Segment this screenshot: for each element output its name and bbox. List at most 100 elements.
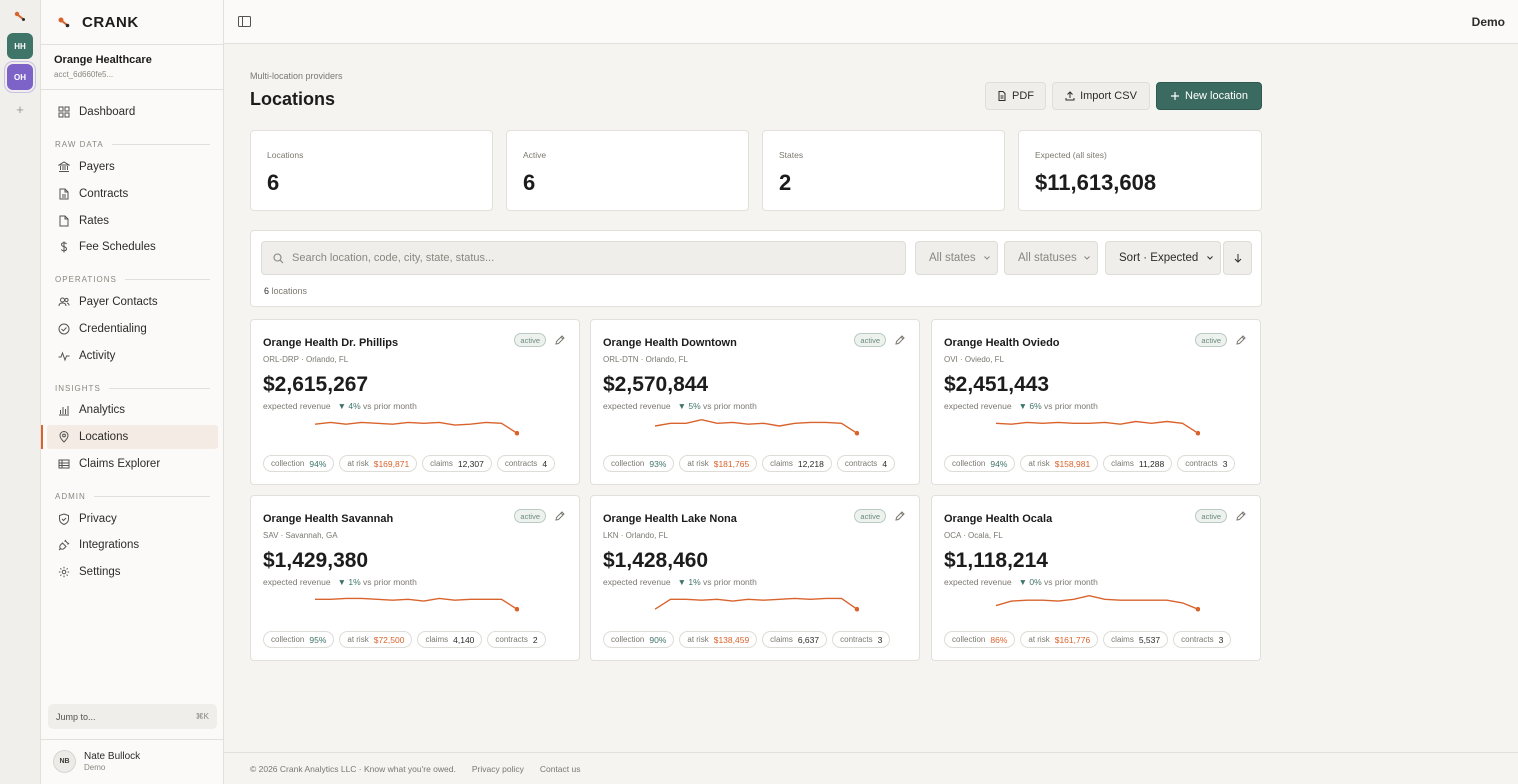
nav-claims-explorer[interactable]: Claims Explorer xyxy=(47,452,218,476)
location-name[interactable]: Orange Health Downtown xyxy=(603,337,737,349)
org-switch-oh[interactable]: OH xyxy=(7,64,33,90)
sidebar-toggle-icon[interactable] xyxy=(238,15,251,28)
edit-pencil-icon[interactable] xyxy=(895,511,905,521)
search-input[interactable] xyxy=(292,252,872,264)
status-badge: active xyxy=(514,509,546,523)
new-location-button[interactable]: New location xyxy=(1156,82,1262,110)
document-icon xyxy=(59,188,69,200)
pulse-icon xyxy=(58,351,70,362)
nav-payers[interactable]: Payers xyxy=(47,155,218,179)
nav-rates[interactable]: Rates xyxy=(47,209,218,233)
nav-credentialing[interactable]: Credentialing xyxy=(47,317,218,341)
nav-payer-contacts[interactable]: Payer Contacts xyxy=(47,290,218,314)
delta-value: ▼ 6% xyxy=(1018,401,1042,411)
nav-dashboard[interactable]: Dashboard xyxy=(47,100,218,124)
org-switch-hh[interactable]: HH xyxy=(7,33,33,59)
status-badge: active xyxy=(514,333,546,347)
nav-label: Locations xyxy=(79,431,129,443)
jump-to-search[interactable]: Jump to... ⌘K xyxy=(48,704,217,729)
nav-privacy[interactable]: Privacy xyxy=(47,507,218,531)
nav-settings[interactable]: Settings xyxy=(47,560,218,584)
at-risk-pill: at risk $138,459 xyxy=(679,631,758,648)
sort-value: Sort · Expected xyxy=(1119,252,1199,264)
result-count-suffix: locations xyxy=(271,286,308,296)
expected-revenue-value: $2,615,267 xyxy=(263,373,369,396)
location-card[interactable]: Orange Health Savannah SAV · Savannah, G… xyxy=(250,495,580,661)
contracts-pill: contracts 4 xyxy=(496,455,556,472)
user-menu[interactable]: NB Nate Bullock Demo xyxy=(53,750,140,773)
status-badge: active xyxy=(854,333,886,347)
location-name[interactable]: Orange Health Savannah xyxy=(263,513,394,525)
edit-pencil-icon[interactable] xyxy=(1236,335,1246,345)
crank-logo-icon xyxy=(58,17,70,28)
claims-pill: claims 12,307 xyxy=(422,455,492,472)
nav-label: Payer Contacts xyxy=(79,296,158,308)
sort-select[interactable]: Sort · Expected xyxy=(1105,241,1221,275)
location-name[interactable]: Orange Health Oviedo xyxy=(944,337,1060,349)
chevron-down-icon xyxy=(984,256,990,260)
status-filter-select[interactable]: All statuses xyxy=(1004,241,1098,275)
at-risk-value: $181,765 xyxy=(713,458,750,469)
location-name[interactable]: Orange Health Ocala xyxy=(944,513,1053,525)
location-code-city: ORL-DRP · Orlando, FL xyxy=(263,355,349,364)
collection-value: 94% xyxy=(309,458,327,469)
expected-label: expected revenue xyxy=(603,401,671,411)
location-name[interactable]: Orange Health Lake Nona xyxy=(603,513,737,525)
location-code-city: SAV · Savannah, GA xyxy=(263,531,338,540)
breadcrumb[interactable]: Multi-location providers xyxy=(250,71,343,81)
nav-contracts[interactable]: Contracts xyxy=(47,182,218,206)
claims-value: 12,218 xyxy=(797,458,824,469)
privacy-link[interactable]: Privacy policy xyxy=(471,763,524,774)
state-filter-select[interactable]: All states xyxy=(915,241,998,275)
claims-value: 6,637 xyxy=(797,634,820,645)
location-card[interactable]: Orange Health Dr. Phillips ORL-DRP · Orl… xyxy=(250,319,580,485)
nav-locations[interactable]: Locations xyxy=(41,425,218,449)
pdf-button[interactable]: PDF xyxy=(985,82,1046,110)
nav-analytics[interactable]: Analytics xyxy=(47,398,218,422)
nav-label: Contracts xyxy=(79,188,129,200)
chevron-down-icon xyxy=(1084,256,1090,260)
edit-pencil-icon[interactable] xyxy=(1236,511,1246,521)
nav-fee-schedules[interactable]: Fee Schedules xyxy=(47,235,218,259)
contracts-value: 4 xyxy=(882,458,888,469)
contracts-pill: contracts 2 xyxy=(487,631,546,648)
search-box[interactable] xyxy=(261,241,906,275)
shield-icon xyxy=(59,513,69,525)
sort-direction-button[interactable] xyxy=(1223,241,1252,275)
location-code-city: OCA · Ocala, FL xyxy=(944,531,1003,540)
stat-value: 6 xyxy=(267,170,280,195)
month-delta: ▼ 1% vs prior month xyxy=(678,577,757,587)
org-name[interactable]: Orange Healthcare xyxy=(54,54,152,66)
nav-activity[interactable]: Activity xyxy=(47,344,218,368)
pill-label: collection xyxy=(611,635,645,644)
user-role: Demo xyxy=(84,763,106,772)
nav-label: Payers xyxy=(79,161,115,173)
brand[interactable]: CRANK xyxy=(57,12,139,32)
add-org-button[interactable]: + xyxy=(16,102,24,117)
sparkline-end-dot xyxy=(1195,606,1200,612)
delta-value: ▼ 5% xyxy=(677,401,701,411)
delta-value: ▼ 4% xyxy=(337,401,361,411)
location-card[interactable]: Orange Health Oviedo OVI · Oviedo, FL ac… xyxy=(931,319,1261,485)
nav-integrations[interactable]: Integrations xyxy=(47,533,218,557)
edit-pencil-icon[interactable] xyxy=(555,511,565,521)
location-name[interactable]: Orange Health Dr. Phillips xyxy=(263,337,399,349)
delta-value: ▼ 1% xyxy=(677,577,701,587)
workspace-label[interactable]: Demo xyxy=(1471,15,1505,29)
location-code-city: ORL-DTN · Orlando, FL xyxy=(603,355,688,364)
collection-pill: collection 86% xyxy=(944,631,1016,648)
import-csv-button[interactable]: Import CSV xyxy=(1052,82,1150,110)
location-card[interactable]: Orange Health Ocala OCA · Ocala, FL acti… xyxy=(931,495,1261,661)
users-icon xyxy=(58,297,70,307)
nav-label: Fee Schedules xyxy=(79,241,156,253)
edit-pencil-icon[interactable] xyxy=(895,335,905,345)
sparkline-line xyxy=(995,420,1199,434)
jump-shortcut: ⌘K xyxy=(195,712,209,721)
location-card[interactable]: Orange Health Downtown ORL-DTN · Orlando… xyxy=(590,319,920,485)
pill-label: at risk xyxy=(687,459,709,468)
at-risk-value: $169,871 xyxy=(373,458,410,469)
contact-link[interactable]: Contact us xyxy=(539,763,581,774)
edit-pencil-icon[interactable] xyxy=(555,335,565,345)
at-risk-pill: at risk $72,500 xyxy=(339,631,413,648)
location-card[interactable]: Orange Health Lake Nona LKN · Orlando, F… xyxy=(590,495,920,661)
